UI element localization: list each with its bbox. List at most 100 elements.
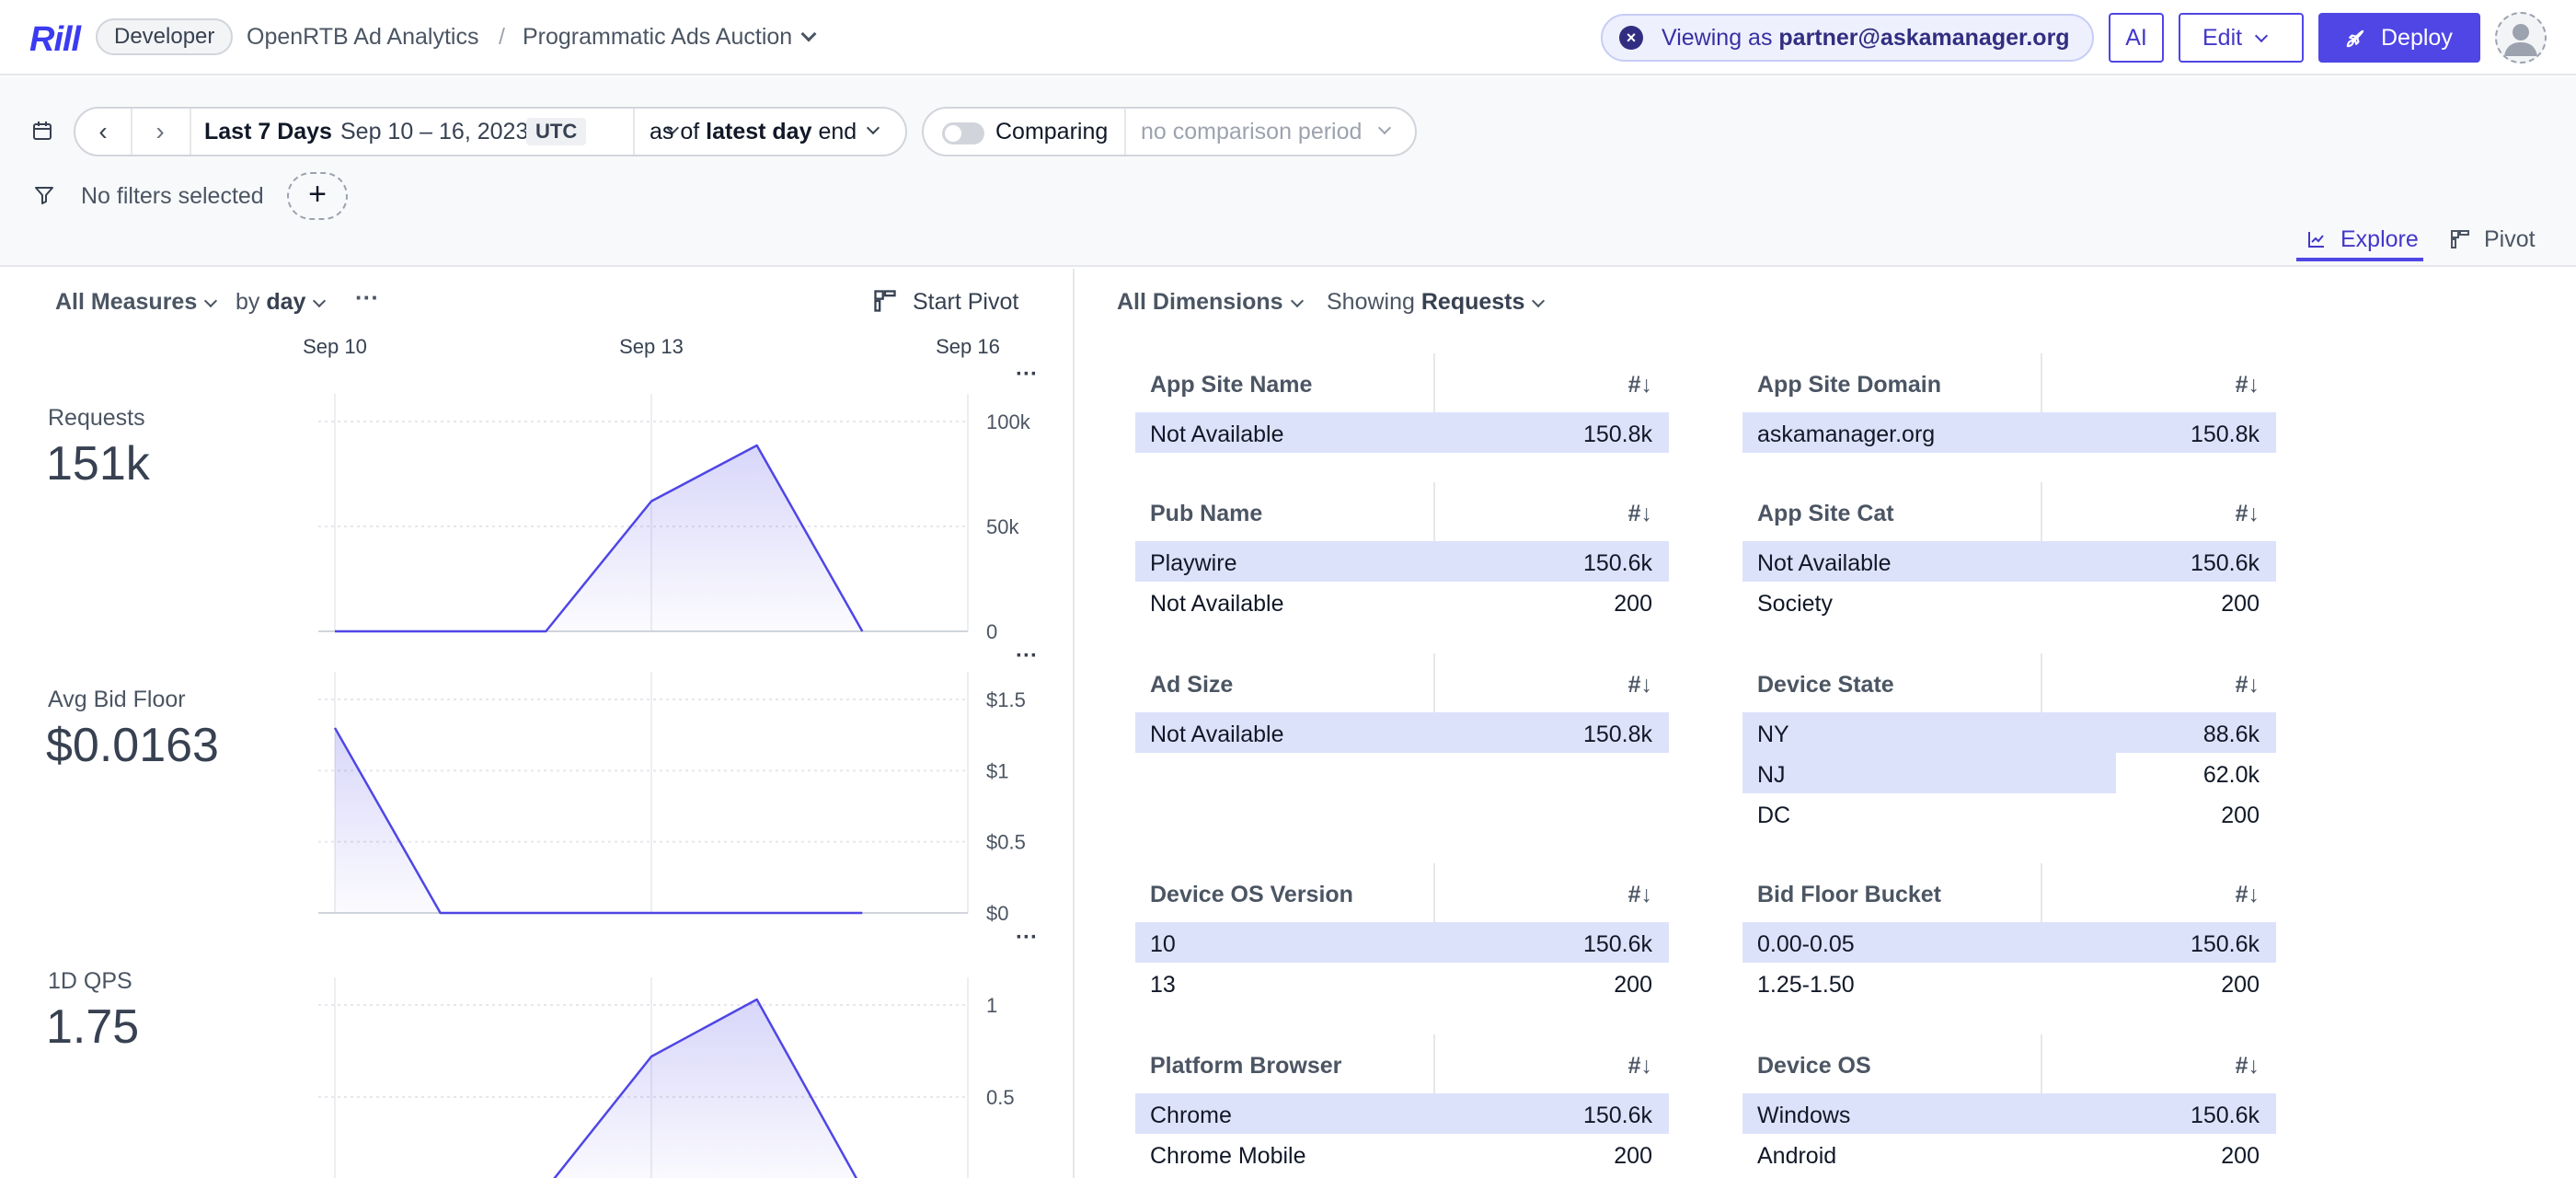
tab-pivot-label: Pivot bbox=[2484, 226, 2536, 252]
measure-label-requests: Requests bbox=[48, 405, 145, 431]
next-period-button[interactable]: › bbox=[155, 117, 165, 145]
deploy-button[interactable]: Deploy bbox=[2318, 13, 2480, 63]
tab-explore[interactable]: Explore bbox=[2296, 221, 2423, 261]
add-filter-button[interactable]: + bbox=[287, 172, 348, 220]
breadcrumb-separator: / bbox=[499, 24, 505, 50]
chart-more-options-icon: ··· bbox=[1016, 643, 1038, 668]
leaderboard-device-state: Device State #↓ NY 88.6k NJ 62.0k DC 200 bbox=[1742, 653, 2276, 834]
leaderboard-row[interactable]: Chrome Mobile 200 bbox=[1135, 1134, 1669, 1174]
leaderboard-header: Device State #↓ bbox=[1742, 653, 2276, 712]
leaderboard-header: App Site Name #↓ bbox=[1135, 353, 1669, 412]
close-icon[interactable]: × bbox=[1619, 26, 1643, 50]
top-bar: Rill Developer OpenRTB Ad Analytics / Pr… bbox=[0, 0, 2576, 75]
all-measures-dropdown[interactable]: All Measures bbox=[55, 289, 218, 316]
leaderboard-row-label: 10 bbox=[1150, 931, 1176, 957]
leaderboard-row[interactable]: 0.00-0.05 150.6k bbox=[1742, 922, 2276, 963]
leaderboard-header: Pub Name #↓ bbox=[1135, 482, 1669, 541]
comparing-toggle[interactable] bbox=[942, 122, 984, 144]
leaderboard-row[interactable]: Not Available 150.6k bbox=[1742, 541, 2276, 582]
sort-desc-icon[interactable]: #↓ bbox=[1627, 501, 1652, 526]
leaderboard-title[interactable]: Device State bbox=[1757, 672, 1894, 698]
leaderboard-header: Ad Size #↓ bbox=[1135, 653, 1669, 712]
sort-desc-icon[interactable]: #↓ bbox=[1627, 1053, 1652, 1079]
leaderboard-row-label: 0.00-0.05 bbox=[1757, 931, 1855, 957]
calendar-icon[interactable] bbox=[31, 120, 53, 142]
leaderboard-row-value: 200 bbox=[2221, 972, 2260, 998]
leaderboard-row-label: 13 bbox=[1150, 972, 1176, 998]
leaderboard-title[interactable]: Pub Name bbox=[1150, 501, 1263, 526]
sort-desc-icon[interactable]: #↓ bbox=[2235, 501, 2260, 526]
leaderboard-bar bbox=[1135, 1093, 1669, 1134]
leaderboard-row[interactable]: Playwire 150.6k bbox=[1135, 541, 1669, 582]
viewing-as-user: partner@askamanager.org bbox=[1778, 25, 2070, 51]
previous-period-button[interactable]: ‹ bbox=[98, 117, 108, 145]
leaderboard-row[interactable]: 1.25-1.50 200 bbox=[1742, 963, 2276, 1003]
leaderboard-bar bbox=[1742, 712, 2276, 753]
all-measures-label: All Measures bbox=[55, 289, 198, 315]
leaderboard-title[interactable]: Device OS bbox=[1757, 1053, 1871, 1079]
leaderboard-row[interactable]: Android 200 bbox=[1742, 1134, 2276, 1174]
as-of-selector[interactable]: as of latest day end bbox=[635, 109, 907, 155]
sort-desc-icon[interactable]: #↓ bbox=[2235, 1053, 2260, 1079]
showing-measure-dropdown[interactable]: Showing Requests bbox=[1327, 289, 1546, 316]
leaderboard-bar bbox=[1742, 1093, 2276, 1134]
breadcrumb-project[interactable]: OpenRTB Ad Analytics bbox=[247, 24, 479, 50]
leaderboard-row[interactable]: Chrome 150.6k bbox=[1135, 1093, 1669, 1134]
comparison-period-selector[interactable]: no comparison period bbox=[1126, 109, 1417, 155]
sort-desc-icon[interactable]: #↓ bbox=[1627, 672, 1652, 698]
leaderboard-title[interactable]: App Site Name bbox=[1150, 372, 1313, 398]
leaderboard-title[interactable]: Bid Floor Bucket bbox=[1757, 882, 1942, 907]
leaderboard-row[interactable]: NY 88.6k bbox=[1742, 712, 2276, 753]
user-avatar[interactable] bbox=[2495, 12, 2547, 64]
leaderboard-title[interactable]: Device OS Version bbox=[1150, 882, 1353, 907]
leaderboard-row[interactable]: Society 200 bbox=[1742, 582, 2276, 622]
comparison-picker: Comparing no comparison period bbox=[922, 107, 1417, 156]
leaderboard-row-value: 200 bbox=[2221, 591, 2260, 617]
start-pivot-button[interactable]: Start Pivot bbox=[872, 289, 1018, 316]
leaderboard-bar bbox=[1135, 412, 1669, 453]
chevron-down-icon bbox=[2255, 29, 2269, 43]
leaderboard-row[interactable]: Not Available 200 bbox=[1135, 582, 1669, 622]
sort-desc-icon[interactable]: #↓ bbox=[2235, 882, 2260, 907]
ai-button[interactable]: AI bbox=[2109, 13, 2164, 63]
more-options-button[interactable]: ··· bbox=[355, 283, 379, 311]
sort-desc-icon[interactable]: #↓ bbox=[1627, 882, 1652, 907]
deploy-button-label: Deploy bbox=[2381, 25, 2453, 51]
chevron-down-icon bbox=[866, 121, 880, 135]
leaderboard-row[interactable]: NJ 62.0k bbox=[1742, 753, 2276, 793]
leaderboard-title[interactable]: Ad Size bbox=[1150, 672, 1234, 698]
leaderboard-row[interactable]: 13 200 bbox=[1135, 963, 1669, 1003]
leaderboard-row[interactable]: Not Available 150.8k bbox=[1135, 412, 1669, 453]
leaderboard-row-value: 200 bbox=[2221, 1143, 2260, 1169]
leaderboard-title[interactable]: Platform Browser bbox=[1150, 1053, 1342, 1079]
sort-desc-icon[interactable]: #↓ bbox=[2235, 672, 2260, 698]
leaderboard-row[interactable]: askamanager.org 150.8k bbox=[1742, 412, 2276, 453]
edit-button[interactable]: Edit bbox=[2179, 13, 2304, 63]
divider bbox=[1124, 109, 1126, 155]
leaderboard-row[interactable]: Windows 150.6k bbox=[1742, 1093, 2276, 1134]
leaderboard-row[interactable]: 10 150.6k bbox=[1135, 922, 1669, 963]
leaderboard-row[interactable]: Not Available 150.8k bbox=[1135, 712, 1669, 753]
leaderboard-app-site-name: App Site Name #↓ Not Available 150.8k bbox=[1135, 353, 1669, 453]
leaderboard-header: App Site Cat #↓ bbox=[1742, 482, 2276, 541]
tab-pivot[interactable]: Pivot bbox=[2440, 221, 2550, 261]
leaderboard-row-value: 62.0k bbox=[2202, 762, 2260, 788]
leaderboard-title[interactable]: App Site Domain bbox=[1757, 372, 1942, 398]
leaderboard-bar bbox=[1135, 922, 1669, 963]
time-grain-dropdown[interactable]: by day bbox=[236, 289, 327, 316]
chart-more-options-icon: ··· bbox=[1016, 362, 1038, 387]
leaderboard-row[interactable]: DC 200 bbox=[1742, 793, 2276, 834]
all-dimensions-dropdown[interactable]: All Dimensions bbox=[1117, 289, 1304, 316]
sort-desc-icon[interactable]: #↓ bbox=[2235, 372, 2260, 398]
breadcrumb-dashboard[interactable]: Programmatic Ads Auction bbox=[523, 24, 817, 51]
y-axis-tick-label: $1 bbox=[986, 759, 1008, 782]
divider bbox=[633, 109, 635, 155]
measure-charts: Sep 10 Sep 13 Sep 16 ··· ··· ··· 100k 50k 0 $1.5 $… bbox=[303, 335, 1038, 1178]
rill-logo[interactable]: Rill bbox=[29, 20, 81, 59]
sort-desc-icon[interactable]: #↓ bbox=[1627, 372, 1652, 398]
time-range-selector[interactable]: Last 7 Days Sep 10 – 16, 2023 UTC bbox=[191, 109, 707, 155]
leaderboard-title[interactable]: App Site Cat bbox=[1757, 501, 1894, 526]
leaderboard-header: Bid Floor Bucket #↓ bbox=[1742, 863, 2276, 922]
leaderboard-bid-floor-bucket: Bid Floor Bucket #↓ 0.00-0.05 150.6k 1.25-1.… bbox=[1742, 863, 2276, 1003]
time-range-picker: ‹ › Last 7 Days Sep 10 – 16, 2023 UTC as… bbox=[74, 107, 907, 156]
